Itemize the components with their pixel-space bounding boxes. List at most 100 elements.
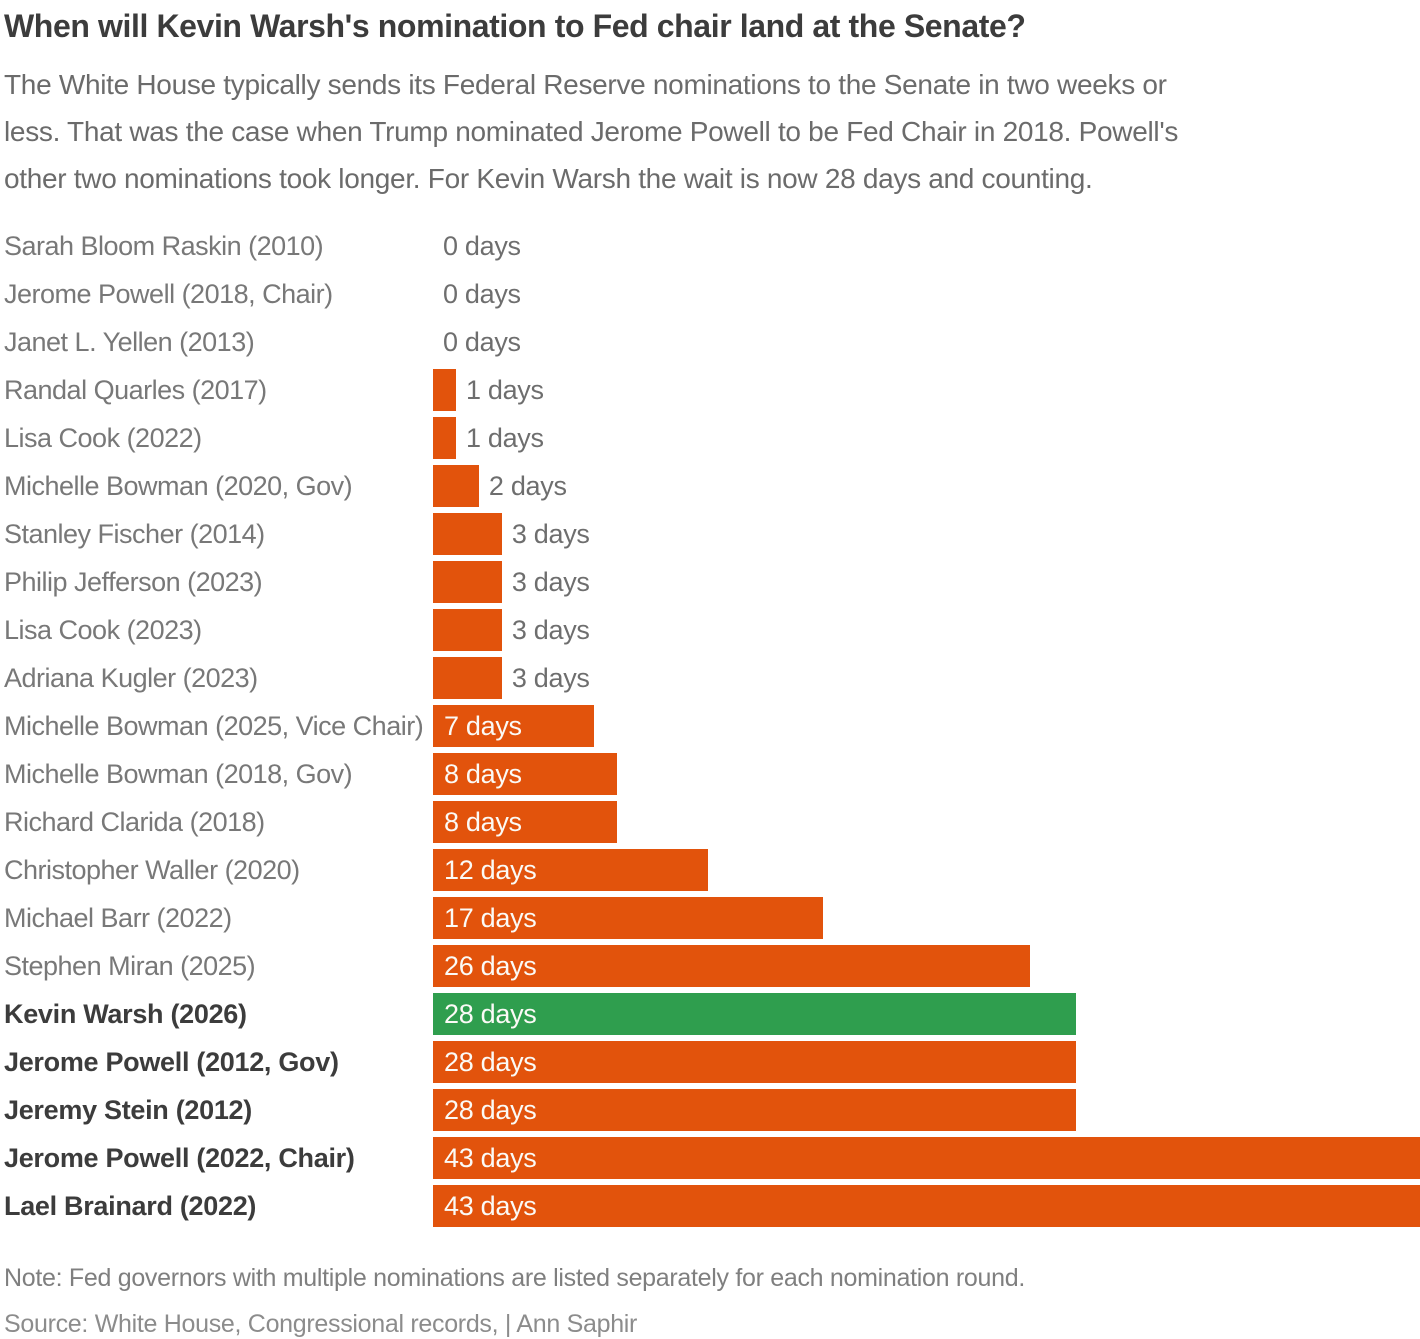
page-title: When will Kevin Warsh's nomination to Fe… <box>4 8 1026 44</box>
chart-subtitle: The White House typically sends its Fede… <box>4 69 1179 194</box>
bar-area: 0 days <box>433 273 1420 315</box>
bar-area: 28 days <box>433 993 1420 1035</box>
bar-value-label: 0 days <box>443 230 521 261</box>
bar-value-label: 3 days <box>511 614 590 645</box>
bar-area: 3 days <box>433 561 1420 603</box>
bar-value-label: 26 days <box>444 950 537 981</box>
bar-value-label: 43 days <box>444 1190 537 1221</box>
source-text: Source: White House, Congressional recor… <box>4 1310 638 1338</box>
chart-row: Michael Barr (2022) 17 days <box>4 894 1420 942</box>
chart-row: Lisa Cook (2022) 1 days <box>4 414 1420 462</box>
bar-value-label: 17 days <box>444 902 537 933</box>
bar: 28 days <box>433 993 1076 1035</box>
bar <box>433 561 502 603</box>
row-label: Sarah Bloom Raskin (2010) <box>4 230 324 261</box>
chart-row: Jerome Powell (2012, Gov) 28 days <box>4 1038 1420 1086</box>
bar-value-label: 2 days <box>488 470 567 501</box>
chart-row: Lael Brainard (2022) 43 days <box>4 1182 1420 1230</box>
row-label: Philip Jefferson (2023) <box>4 566 263 597</box>
row-label: Michelle Bowman (2020, Gov) <box>4 470 353 501</box>
bar-area: 1 days <box>433 369 1420 411</box>
chart-row: Jerome Powell (2018, Chair) 0 days <box>4 270 1420 318</box>
bar-area: 26 days <box>433 945 1420 987</box>
row-label: Jeremy Stein (2012) <box>4 1094 252 1125</box>
chart-row: Adriana Kugler (2023) 3 days <box>4 654 1420 702</box>
bar: 28 days <box>433 1089 1076 1131</box>
bar-area: 1 days <box>433 417 1420 459</box>
bar-area: 28 days <box>433 1041 1420 1083</box>
bar-area: 17 days <box>433 897 1420 939</box>
bar: 7 days <box>433 705 594 747</box>
bar-value-label: 28 days <box>444 998 537 1029</box>
chart-row: Jerome Powell (2022, Chair) 43 days <box>4 1134 1420 1182</box>
bar-value-label: 8 days <box>444 758 522 789</box>
bar-value-label: 1 days <box>465 422 544 453</box>
bar-area: 7 days <box>433 705 1420 747</box>
bar-area: 3 days <box>433 513 1420 555</box>
note-text: Note: Fed governors with multiple nomina… <box>4 1264 1025 1292</box>
chart-row: Stanley Fischer (2014) 3 days <box>4 510 1420 558</box>
bar: 26 days <box>433 945 1030 987</box>
chart-row: Jeremy Stein (2012) 28 days <box>4 1086 1420 1134</box>
bar-area: 43 days <box>433 1185 1420 1227</box>
bar <box>433 513 502 555</box>
bar-value-label: 43 days <box>444 1142 537 1173</box>
bar-value-label: 1 days <box>465 374 544 405</box>
bar-area: 0 days <box>433 225 1420 267</box>
chart-row: Lisa Cook (2023) 3 days <box>4 606 1420 654</box>
bar-value-label: 3 days <box>511 518 590 549</box>
row-label: Jerome Powell (2022, Chair) <box>4 1142 355 1173</box>
bar: 43 days <box>433 1137 1420 1179</box>
row-label: Christopher Waller (2020) <box>4 854 300 885</box>
bar <box>433 609 502 651</box>
row-label: Janet L. Yellen (2013) <box>4 326 255 357</box>
row-label: Michael Barr (2022) <box>4 902 232 933</box>
chart-row: Janet L. Yellen (2013) 0 days <box>4 318 1420 366</box>
bar-value-label: 8 days <box>444 806 522 837</box>
bar: 8 days <box>433 801 617 843</box>
bar-area: 28 days <box>433 1089 1420 1131</box>
bar <box>433 417 456 459</box>
bar-area: 43 days <box>433 1137 1420 1179</box>
row-label: Michelle Bowman (2018, Gov) <box>4 758 353 789</box>
bar: 28 days <box>433 1041 1076 1083</box>
bar-chart: Sarah Bloom Raskin (2010) 0 days Jerome … <box>4 222 1420 1230</box>
bar-value-label: 7 days <box>444 710 522 741</box>
row-label: Lisa Cook (2023) <box>4 614 202 645</box>
row-label: Stephen Miran (2025) <box>4 950 256 981</box>
bar: 12 days <box>433 849 709 891</box>
bar-area: 3 days <box>433 657 1420 699</box>
chart-row: Philip Jefferson (2023) 3 days <box>4 558 1420 606</box>
bar <box>433 657 502 699</box>
bar-value-label: 28 days <box>444 1046 537 1077</box>
bar <box>433 369 456 411</box>
chart-row: Kevin Warsh (2026) 28 days <box>4 990 1420 1038</box>
bar-area: 8 days <box>433 753 1420 795</box>
bar: 8 days <box>433 753 617 795</box>
row-label: Lisa Cook (2022) <box>4 422 202 453</box>
bar-area: 3 days <box>433 609 1420 651</box>
chart-row: Randal Quarles (2017) 1 days <box>4 366 1420 414</box>
bar <box>433 465 479 507</box>
bar-value-label: 12 days <box>444 854 537 885</box>
row-label: Lael Brainard (2022) <box>4 1190 257 1221</box>
bar-value-label: 0 days <box>443 278 521 309</box>
chart-row: Christopher Waller (2020) 12 days <box>4 846 1420 894</box>
chart-row: Michelle Bowman (2025, Vice Chair) 7 day… <box>4 702 1420 750</box>
bar-area: 0 days <box>433 321 1420 363</box>
row-label: Jerome Powell (2018, Chair) <box>4 278 333 309</box>
bar-area: 12 days <box>433 849 1420 891</box>
bar-area: 8 days <box>433 801 1420 843</box>
chart-row: Michelle Bowman (2018, Gov) 8 days <box>4 750 1420 798</box>
row-label: Adriana Kugler (2023) <box>4 662 258 693</box>
row-label: Jerome Powell (2012, Gov) <box>4 1046 339 1077</box>
row-label: Kevin Warsh (2026) <box>4 998 247 1029</box>
chart-row: Michelle Bowman (2020, Gov) 2 days <box>4 462 1420 510</box>
row-label: Stanley Fischer (2014) <box>4 518 265 549</box>
bar: 17 days <box>433 897 824 939</box>
bar-value-label: 28 days <box>444 1094 537 1125</box>
chart-row: Richard Clarida (2018) 8 days <box>4 798 1420 846</box>
bar: 43 days <box>433 1185 1420 1227</box>
chart-row: Sarah Bloom Raskin (2010) 0 days <box>4 222 1420 270</box>
